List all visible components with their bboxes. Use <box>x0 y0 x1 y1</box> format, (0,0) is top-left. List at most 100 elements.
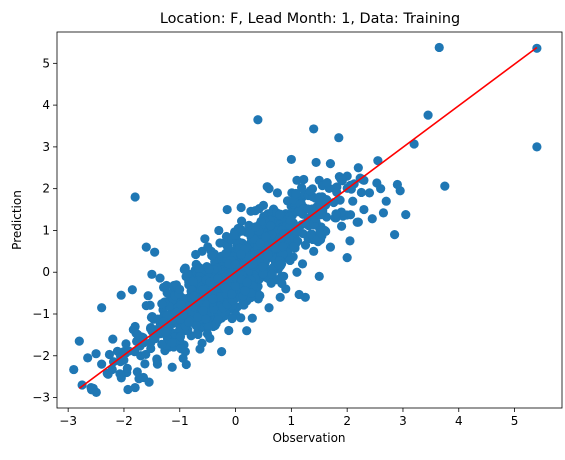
scatter-point <box>262 182 272 192</box>
fit-line <box>78 46 538 390</box>
scatter-point <box>336 221 347 231</box>
scatter-point <box>209 304 219 314</box>
scatter-point <box>373 156 383 166</box>
scatter-point <box>198 306 208 316</box>
scatter-point <box>332 187 342 197</box>
scatter-point <box>336 175 347 185</box>
x-tick-label: 4 <box>455 414 463 428</box>
scatter-point <box>440 181 450 191</box>
scatter-point <box>130 192 140 202</box>
scatter-point <box>202 329 213 339</box>
x-tick-label: −2 <box>115 414 133 428</box>
scatter-point <box>309 124 319 134</box>
x-tick-label: 0 <box>232 414 240 428</box>
scatter-point <box>191 249 201 260</box>
x-axis-label: Observation <box>272 431 345 445</box>
scatter-point <box>224 325 234 336</box>
scatter-point <box>229 230 239 240</box>
scatter-point <box>179 264 189 275</box>
scatter-point <box>157 339 167 349</box>
scatter-point <box>305 186 315 196</box>
x-tick-label: 3 <box>399 414 407 428</box>
y-axis-ticks: −3 −2 −1 0 1 2 3 4 5 <box>32 56 57 405</box>
scatter-point <box>267 269 277 279</box>
scatter-point <box>132 367 142 377</box>
scatter-point <box>381 196 391 206</box>
scatter-point <box>226 289 237 299</box>
scatter-point <box>356 187 366 198</box>
scatter-point <box>263 250 273 260</box>
scatter-point <box>160 327 171 337</box>
scatter-point <box>256 216 266 226</box>
scatter-point <box>175 331 186 342</box>
scatter-point <box>130 382 140 393</box>
scatter-point <box>261 232 271 242</box>
scatter-point <box>193 312 203 322</box>
scatter-point <box>309 246 319 256</box>
x-axis-ticks: −3 −2 −1 0 1 2 3 4 5 <box>59 408 518 428</box>
scatter-point <box>292 267 302 277</box>
scatter-point <box>247 313 257 323</box>
scatter-point <box>409 139 419 149</box>
scatter-point <box>143 291 153 301</box>
scatter-point <box>297 182 307 193</box>
scatter-point <box>175 284 185 294</box>
scatter-point <box>193 329 203 340</box>
scatter-point <box>322 177 332 188</box>
y-tick-label: 4 <box>42 98 50 112</box>
scatter-point <box>367 214 377 224</box>
scatter-point <box>214 225 224 236</box>
y-tick-label: −1 <box>32 307 50 321</box>
scatter-point <box>255 290 265 301</box>
y-tick-label: 3 <box>42 140 50 154</box>
x-tick-label: 5 <box>511 414 519 428</box>
scatter-point <box>352 217 362 227</box>
plot-frame <box>56 31 563 409</box>
scatter-point <box>278 241 288 252</box>
scatter-point <box>314 192 324 202</box>
scatter-point <box>253 115 263 125</box>
scatter-point <box>255 238 265 248</box>
scatter-point <box>201 314 211 324</box>
scatter-point <box>129 347 140 357</box>
scatter-point <box>132 329 143 340</box>
scatter-point <box>140 359 150 369</box>
scatter-point <box>364 188 375 198</box>
scatter-point <box>200 234 210 244</box>
x-tick-label: −3 <box>59 414 77 428</box>
scatter-point <box>266 278 276 288</box>
scatter-point <box>242 277 252 288</box>
scatter-point <box>316 200 326 211</box>
scatter-point <box>116 290 126 300</box>
scatter-point <box>97 303 107 313</box>
scatter-point <box>123 384 133 395</box>
scatter-point <box>198 285 208 295</box>
scatter-point <box>353 163 363 173</box>
scatter-point <box>286 215 296 225</box>
scatter-point <box>348 196 358 206</box>
scatter-point <box>236 202 246 213</box>
scatter-point <box>141 242 151 252</box>
scatter-point <box>176 344 186 354</box>
scatter-point <box>127 285 137 295</box>
y-tick-label: 1 <box>42 223 50 237</box>
scatter-point <box>242 326 252 336</box>
scatter-point <box>325 242 336 252</box>
scatter-point <box>245 228 255 239</box>
scatter-point <box>222 204 232 215</box>
scatter-point <box>285 255 295 266</box>
scatter-point <box>331 209 341 219</box>
scatter-point <box>423 110 433 120</box>
scatter-point <box>184 317 194 327</box>
scatter-point <box>264 303 274 313</box>
x-tick-label: 1 <box>288 414 296 428</box>
scatter-point <box>167 362 177 372</box>
scatter-point <box>203 322 213 332</box>
scatter-point <box>207 250 217 261</box>
scatter-point <box>149 333 159 343</box>
scatter-point <box>107 364 117 375</box>
scatter-point <box>314 271 324 281</box>
scatter-point <box>275 210 285 220</box>
scatter-point <box>359 204 369 215</box>
